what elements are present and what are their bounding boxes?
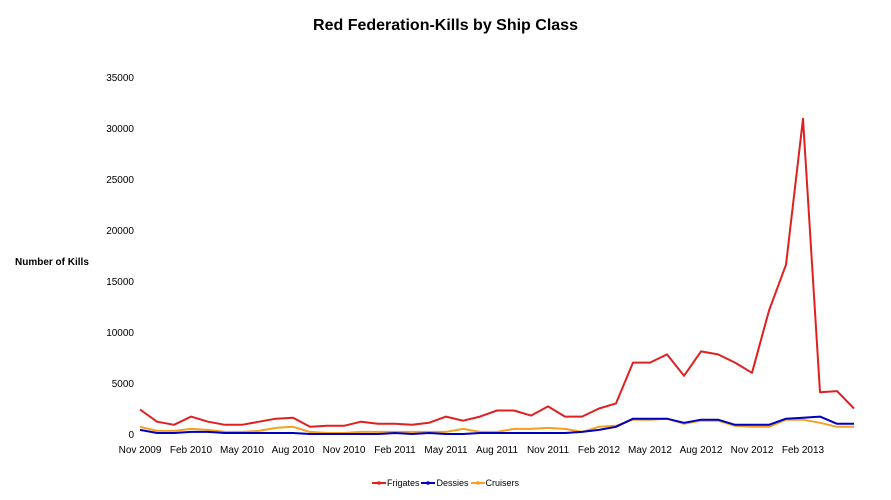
y-tick-label: 25000 [106, 175, 134, 186]
series-lines [139, 117, 855, 435]
x-tick-label: Feb 2012 [578, 445, 621, 456]
x-tick-label: May 2012 [628, 445, 672, 456]
x-tick-label: Feb 2013 [782, 445, 825, 456]
legend-label: Frigates [386, 478, 420, 488]
y-tick-label: 20000 [106, 226, 134, 237]
y-axis-ticks: 0 5000 10000 15000 20000 25000 30000 35000 [106, 73, 134, 441]
x-tick-label: Nov 2011 [527, 445, 570, 456]
chart-title: Red Federation-Kills by Ship Class [313, 17, 578, 34]
y-tick-label: 0 [128, 430, 134, 441]
legend: Frigates Dessies Cruisers [0, 478, 891, 490]
x-tick-label: Nov 2012 [731, 445, 774, 456]
legend-label: Dessies [436, 478, 469, 488]
y-tick-label: 15000 [106, 277, 134, 288]
series-line-cruisers [139, 417, 854, 434]
y-tick-label: 30000 [106, 124, 134, 135]
x-tick-label: Aug 2010 [272, 445, 315, 456]
legend-swatch-icon [470, 481, 485, 485]
legend-item-frigates: Frigates [371, 478, 420, 488]
y-tick-label: 10000 [106, 328, 134, 339]
line-chart: 0 5000 10000 15000 20000 25000 30000 35000 Nov … [106, 73, 855, 456]
legend-swatch-icon [371, 481, 386, 485]
legend-item-dessies: Dessies [421, 478, 469, 488]
x-tick-label: Aug 2012 [680, 445, 723, 456]
x-tick-label: May 2011 [424, 445, 468, 456]
x-tick-label: Feb 2010 [170, 445, 213, 456]
x-tick-label: May 2010 [220, 445, 264, 456]
x-tick-label: Feb 2011 [374, 445, 416, 456]
x-axis-ticks: Nov 2009 Feb 2010 May 2010 Aug 2010 Nov 2010… [119, 445, 825, 456]
legend-label: Cruisers [485, 478, 520, 488]
x-tick-label: Aug 2011 [476, 445, 519, 456]
series-line-frigates [139, 117, 855, 428]
x-tick-label: Nov 2010 [323, 445, 366, 456]
y-tick-label: 5000 [112, 379, 135, 390]
y-tick-label: 35000 [106, 73, 134, 84]
x-tick-label: Nov 2009 [119, 445, 162, 456]
legend-swatch-icon [421, 481, 436, 485]
y-axis-label: Number of Kills [15, 257, 89, 268]
series-line-dessies [139, 415, 854, 435]
legend-item-cruisers: Cruisers [470, 478, 520, 488]
